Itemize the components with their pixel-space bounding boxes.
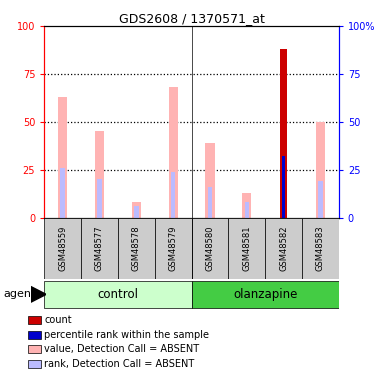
Bar bbox=[192, 217, 228, 279]
Bar bbox=[205, 143, 214, 218]
Bar bbox=[244, 202, 249, 217]
Bar bbox=[316, 122, 325, 218]
Bar bbox=[169, 87, 178, 218]
Bar bbox=[28, 345, 41, 354]
Text: percentile rank within the sample: percentile rank within the sample bbox=[44, 330, 209, 340]
Text: rank, Detection Call = ABSENT: rank, Detection Call = ABSENT bbox=[44, 359, 194, 369]
Bar bbox=[302, 217, 339, 279]
Bar bbox=[280, 49, 287, 217]
Text: GSM48559: GSM48559 bbox=[58, 226, 67, 271]
Bar bbox=[97, 179, 102, 218]
Bar bbox=[208, 187, 212, 218]
Bar bbox=[265, 217, 302, 279]
Bar bbox=[44, 281, 192, 308]
Bar bbox=[60, 168, 65, 217]
Bar bbox=[95, 132, 104, 218]
Bar bbox=[155, 217, 192, 279]
Text: value, Detection Call = ABSENT: value, Detection Call = ABSENT bbox=[44, 345, 199, 354]
Bar bbox=[28, 331, 41, 339]
Bar bbox=[228, 217, 265, 279]
Text: olanzapine: olanzapine bbox=[233, 288, 297, 301]
Text: count: count bbox=[44, 315, 72, 326]
Bar bbox=[118, 217, 155, 279]
Text: control: control bbox=[97, 288, 138, 301]
Text: GSM48581: GSM48581 bbox=[242, 226, 251, 271]
Bar bbox=[58, 97, 67, 218]
Text: GSM48577: GSM48577 bbox=[95, 226, 104, 271]
Bar bbox=[28, 316, 41, 324]
Bar bbox=[171, 172, 175, 217]
Text: GSM48583: GSM48583 bbox=[316, 226, 325, 271]
Bar bbox=[134, 206, 139, 218]
Polygon shape bbox=[31, 286, 46, 302]
Bar bbox=[28, 360, 41, 368]
Bar bbox=[81, 217, 118, 279]
Title: GDS2608 / 1370571_at: GDS2608 / 1370571_at bbox=[119, 12, 264, 25]
Bar bbox=[242, 193, 251, 217]
Text: GSM48578: GSM48578 bbox=[132, 226, 141, 271]
Bar bbox=[282, 156, 285, 218]
Bar bbox=[192, 281, 339, 308]
Bar bbox=[318, 181, 323, 218]
Text: GSM48580: GSM48580 bbox=[206, 226, 214, 271]
Text: GSM48582: GSM48582 bbox=[279, 226, 288, 271]
Bar bbox=[44, 217, 81, 279]
Bar bbox=[132, 202, 141, 217]
Text: GSM48579: GSM48579 bbox=[169, 226, 177, 271]
Text: agent: agent bbox=[4, 290, 36, 299]
